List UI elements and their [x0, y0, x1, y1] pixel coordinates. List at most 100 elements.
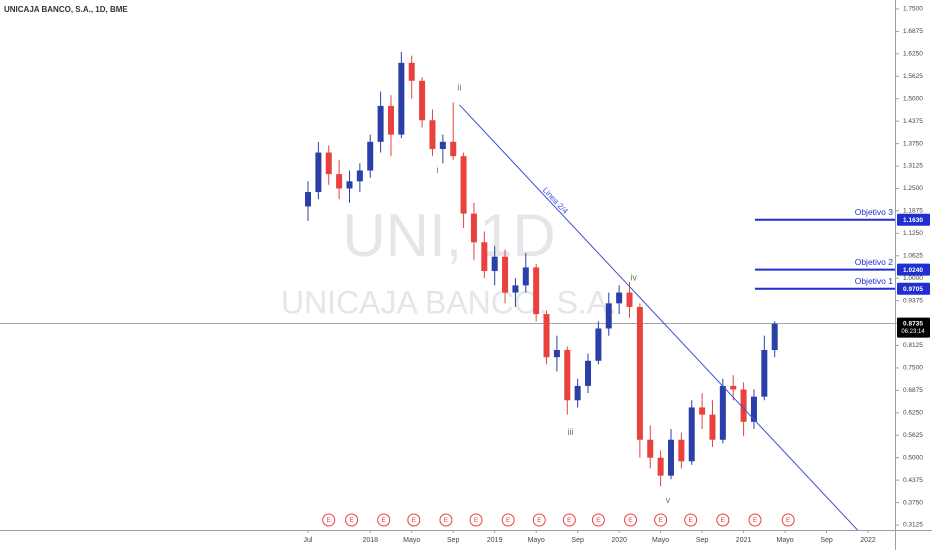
candle-body [688, 407, 695, 462]
candle-body [771, 323, 778, 351]
candle-body [699, 407, 706, 415]
earnings-label: E [658, 517, 663, 524]
candle-body [491, 256, 498, 272]
candle-body [709, 414, 716, 440]
candle-body [636, 306, 643, 440]
y-tick-label: 0.3125 [903, 522, 923, 529]
candle-body [605, 303, 612, 329]
earnings-label: E [721, 517, 726, 524]
earnings-label: E [444, 517, 449, 524]
y-tick-label: 1.5625 [903, 73, 923, 80]
candle-body [481, 242, 488, 272]
x-tick-label: 2018 [362, 537, 378, 544]
target-name: Objetivo 1 [855, 276, 894, 286]
wave-label: iv [630, 273, 637, 283]
earnings-label: E [412, 517, 417, 524]
y-tick-label: 1.3125 [903, 163, 923, 170]
earnings-marker [377, 513, 391, 527]
y-tick-label: 0.5625 [903, 432, 923, 439]
candle-body [346, 181, 353, 189]
earnings-label: E [327, 517, 332, 524]
target-price-label: 1.1630 [903, 217, 923, 224]
candle-body [750, 396, 757, 422]
last-price-box [897, 317, 930, 338]
candle-body [553, 350, 560, 358]
y-tick-label: 1.2500 [903, 185, 923, 192]
x-tick-label: 2021 [736, 537, 752, 544]
y-tick-label: 1.3750 [903, 140, 923, 147]
target-price-box [897, 263, 930, 276]
candle-body [647, 439, 654, 458]
candle-body [657, 457, 664, 476]
y-tick-label: 0.5000 [903, 454, 923, 461]
x-tick-label: Mayo [528, 537, 545, 544]
x-tick-label: 2022 [860, 537, 876, 544]
earnings-label: E [596, 517, 601, 524]
x-tick-label: Mayo [652, 537, 669, 544]
target-price-box [897, 213, 930, 226]
x-tick-label: Jul [304, 537, 313, 544]
candle-body [315, 152, 322, 193]
last-price-label: 0.8735 [903, 320, 923, 327]
candle-body [626, 292, 633, 307]
earnings-marker [439, 513, 453, 527]
earnings-marker [654, 513, 668, 527]
wave-label: i [437, 165, 439, 175]
y-tick-label: 0.8125 [903, 342, 923, 349]
x-tick-label: Mayo [403, 537, 420, 544]
candle-body [740, 389, 747, 422]
candle-body [564, 350, 571, 401]
candle-body [470, 213, 477, 243]
earnings-marker [562, 513, 576, 527]
earnings-label: E [506, 517, 511, 524]
target-price-box [897, 282, 930, 295]
watermark-name: UNICAJA BANCO, S.A. [281, 284, 617, 320]
earnings-label: E [628, 517, 633, 524]
earnings-marker [716, 513, 730, 527]
candle-body [678, 439, 685, 462]
earnings-label: E [689, 517, 694, 524]
earnings-marker [624, 513, 638, 527]
y-tick-label: 1.0625 [903, 252, 923, 259]
y-tick-label: 1.0000 [903, 275, 923, 282]
y-tick-label: 1.6875 [903, 28, 923, 35]
earnings-marker [781, 513, 795, 527]
candle-body [408, 62, 415, 81]
earnings-marker [532, 513, 546, 527]
candle-body [522, 267, 529, 286]
candle-body [419, 80, 426, 121]
wave-label: iii [567, 427, 573, 437]
earnings-marker [748, 513, 762, 527]
candle-body [377, 105, 384, 142]
candle-body [439, 141, 446, 149]
candle-body [585, 360, 592, 386]
chart-title: UNICAJA BANCO, S.A., 1D, BME [4, 5, 128, 14]
watermark-symbol: UNI, 1D [342, 202, 555, 269]
candle-body [595, 328, 602, 361]
earnings-marker [407, 513, 421, 527]
candle-body [325, 152, 332, 175]
wave-label: v [666, 495, 671, 505]
x-tick-label: Sep [447, 537, 460, 544]
earnings-label: E [474, 517, 479, 524]
earnings-label: E [786, 517, 791, 524]
candle-body [719, 385, 726, 440]
candle-body [533, 267, 540, 315]
y-tick-label: 1.7500 [903, 6, 923, 13]
y-tick-label: 1.1250 [903, 230, 923, 237]
y-tick-label: 1.1875 [903, 208, 923, 215]
candle-body [429, 120, 436, 149]
earnings-marker [684, 513, 698, 527]
earnings-label: E [537, 517, 542, 524]
target-price-label: 0.9705 [903, 286, 923, 293]
candle-body [761, 350, 768, 397]
y-tick-label: 0.7500 [903, 365, 923, 372]
candle-body [450, 141, 457, 157]
candle-body [336, 174, 343, 189]
x-tick-label: Sep [571, 537, 584, 544]
candle-body [387, 105, 394, 135]
earnings-label: E [567, 517, 572, 524]
candle-body [305, 192, 312, 207]
